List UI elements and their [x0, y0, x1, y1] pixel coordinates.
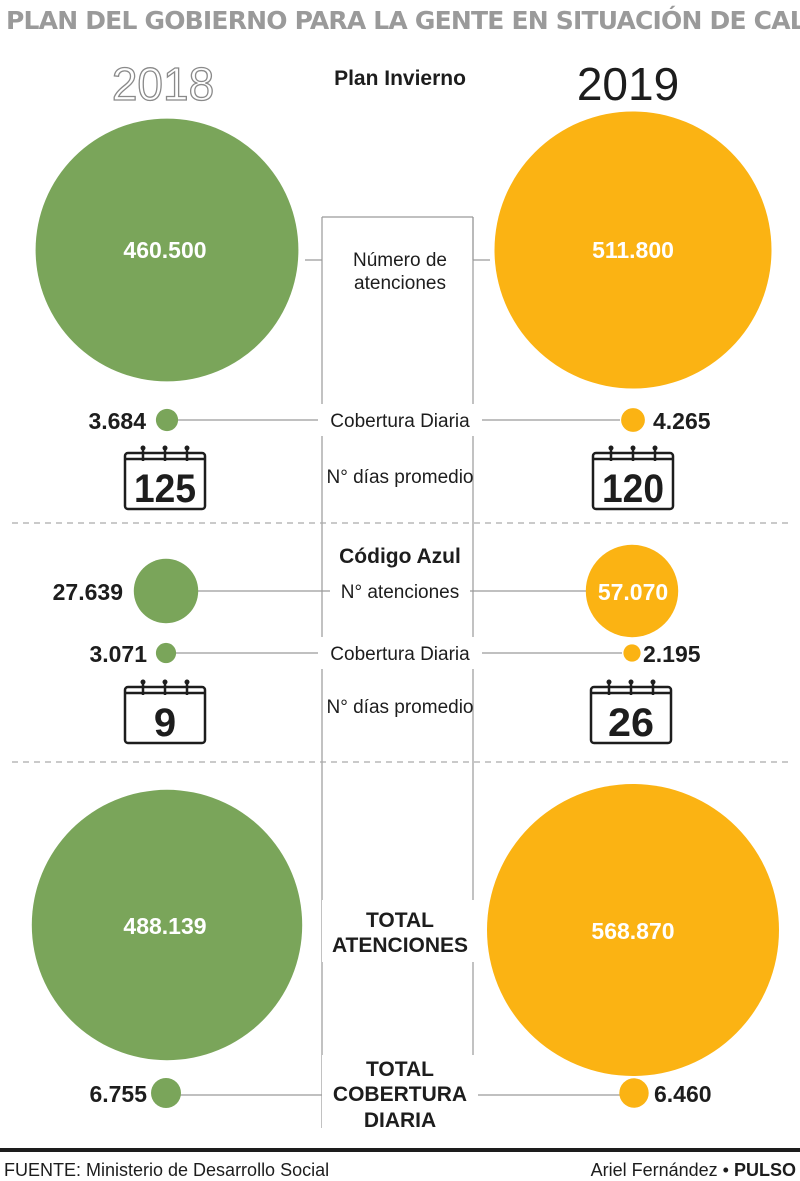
infographic-title: PLAN DEL GOBIERNO PARA LA GENTE EN SITUA…	[6, 6, 800, 35]
value-2018-codigo-azul-dias: 9	[154, 701, 176, 745]
value-2019-total-atenciones: 568.870	[591, 918, 674, 944]
label-bg	[318, 404, 482, 436]
label-backgrounds	[318, 236, 482, 1137]
label-bg	[322, 1055, 478, 1137]
label-n-atenciones: N° atenciones	[341, 582, 460, 603]
value-2018-codigo-azul-atenciones: 27.639	[53, 579, 123, 605]
label-cobertura-diaria: Cobertura Diaria	[330, 411, 470, 432]
calendar-icon: 9	[123, 679, 207, 745]
value-2019-codigo-azul-atenciones: 57.070	[598, 579, 668, 605]
label-total-atenciones-1: TOTAL	[366, 909, 434, 932]
label-dias-promedio: N° días promedio	[327, 467, 474, 488]
author-credit: Ariel Fernández • PULSO	[591, 1160, 796, 1181]
source-credit: FUENTE: Ministerio de Desarrollo Social	[4, 1160, 330, 1180]
calendar-icon: 26	[589, 679, 673, 745]
value-2019-codigo-azul-dias: 26	[608, 701, 654, 745]
value-2018-codigo-azul-cobertura: 3.071	[89, 641, 147, 667]
bubble-2019-codigo-azul-atenciones	[585, 544, 679, 638]
year-2018-label: 2018	[112, 58, 214, 110]
label-bg	[330, 575, 470, 607]
outlet-name: PULSO	[733, 1160, 796, 1180]
bubble-2018-total-atenciones	[31, 789, 303, 1061]
bubble-2018-cobertura-diaria	[155, 408, 179, 432]
label-bg	[318, 637, 482, 669]
bubble-2018-total-cobertura	[151, 1078, 181, 1108]
label-numero-atenciones-2: atenciones	[354, 273, 446, 294]
bubble-2018-numero-atenciones	[35, 118, 299, 382]
value-2018-dias-promedio: 125	[134, 467, 196, 511]
value-2018-total-atenciones: 488.139	[123, 913, 206, 939]
value-2018-total-cobertura: 6.755	[89, 1081, 147, 1107]
value-2019-total-cobertura: 6.460	[654, 1081, 712, 1107]
label-total-atenciones-2: ATENCIONES	[332, 934, 468, 957]
label-bg	[322, 900, 478, 962]
label-dias-promedio-azul: N° días promedio	[327, 697, 474, 718]
bubble-2019-codigo-azul-cobertura	[623, 644, 641, 662]
footer: FUENTE: Ministerio de Desarrollo Social …	[0, 1148, 800, 1181]
bubble-2019-total-cobertura	[619, 1078, 649, 1108]
value-2019-numero-atenciones: 511.800	[592, 237, 674, 263]
bubble-2019-total-atenciones	[487, 784, 779, 1076]
bubble-2019-numero-atenciones	[494, 111, 772, 389]
label-numero-atenciones-1: Número de	[353, 250, 447, 271]
bubble-2019-cobertura-diaria	[621, 408, 645, 432]
value-2019-dias-promedio: 120	[602, 467, 664, 511]
label-total-cobertura-1: TOTAL	[366, 1058, 434, 1081]
value-2018-cobertura-diaria: 3.684	[88, 408, 146, 434]
bubble-comparison-chart: 2018 2019 Plan Invierno 460.500 511.80	[12, 57, 788, 1137]
label-total-cobertura-3: DIARIA	[364, 1109, 436, 1132]
bubble-2018-codigo-azul-cobertura	[155, 642, 177, 664]
calendar-icon: 125	[123, 445, 207, 511]
author-name: Ariel Fernández •	[590, 1160, 729, 1180]
value-2019-cobertura-diaria: 4.265	[653, 408, 711, 434]
section-heading-codigo-azul: Código Azul	[339, 545, 461, 568]
label-total-cobertura-2: COBERTURA	[333, 1083, 467, 1106]
bubble-2018-codigo-azul-atenciones	[133, 558, 199, 624]
calendar-icon: 120	[591, 445, 675, 511]
value-2018-numero-atenciones: 460.500	[123, 237, 206, 263]
year-2019-label: 2019	[577, 58, 679, 110]
section-heading-plan-invierno: Plan Invierno	[334, 67, 466, 90]
label-bg	[330, 236, 470, 296]
label-cobertura-diaria-azul: Cobertura Diaria	[330, 644, 470, 665]
value-2019-codigo-azul-cobertura: 2.195	[643, 641, 701, 667]
